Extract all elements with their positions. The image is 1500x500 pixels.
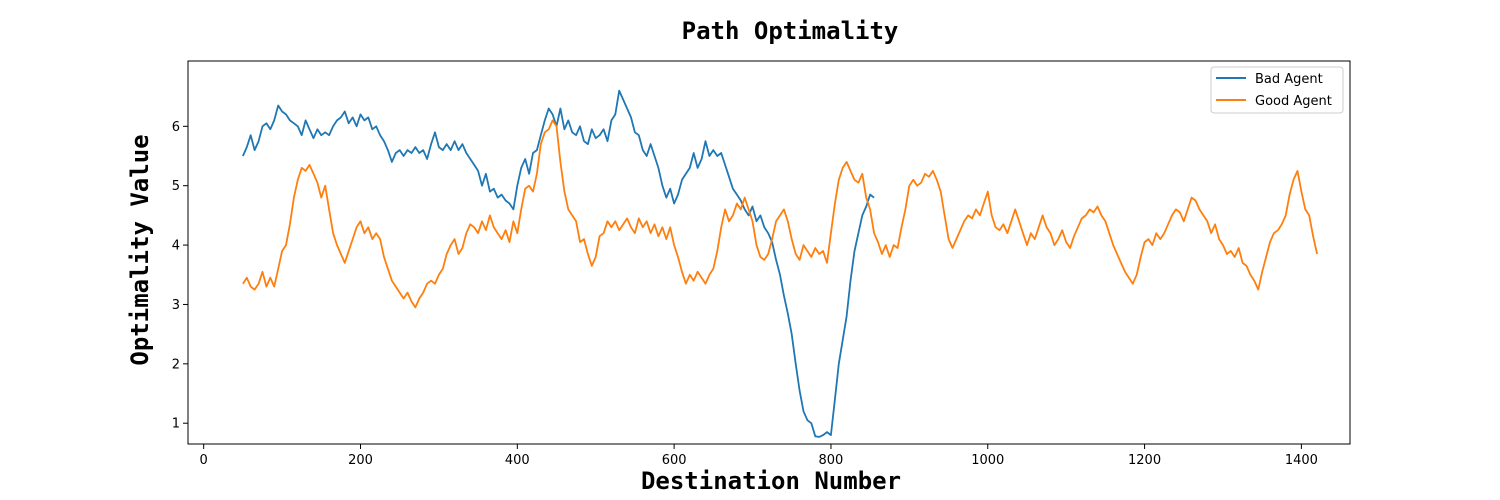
y-tick-label: 4	[172, 239, 180, 254]
x-tick-label: 200	[348, 453, 373, 468]
series-line-good-agent	[242, 119, 1318, 309]
y-tick-label: 2	[172, 357, 180, 372]
x-tick-label: 800	[819, 453, 844, 468]
series-layer	[242, 89, 1318, 438]
legend: Bad Agent Good Agent	[1210, 66, 1344, 114]
plot-area-frame	[187, 60, 1351, 445]
x-tick-label: 1000	[971, 453, 1004, 468]
y-axis-ticks: 1 2 3 4 5 6	[172, 120, 188, 432]
x-tick-label: 1200	[1128, 453, 1161, 468]
x-axis-label: Destination Number	[641, 467, 901, 495]
y-tick-label: 5	[172, 179, 180, 194]
chart-title: Path Optimality	[682, 17, 899, 45]
legend-label-good-agent: Good Agent	[1255, 94, 1332, 109]
y-tick-label: 6	[172, 120, 180, 135]
x-axis-ticks: 0 200 400 600 800 1000 1200 1400	[200, 444, 1318, 468]
y-tick-label: 3	[172, 298, 180, 313]
x-tick-label: 1400	[1285, 453, 1318, 468]
series-line-bad-agent	[242, 89, 875, 438]
y-tick-label: 1	[172, 417, 180, 432]
x-tick-label: 600	[662, 453, 687, 468]
x-tick-label: 400	[505, 453, 530, 468]
y-axis-label: Optimality Value	[126, 134, 154, 365]
legend-label-bad-agent: Bad Agent	[1255, 72, 1323, 87]
x-tick-label: 0	[200, 453, 208, 468]
